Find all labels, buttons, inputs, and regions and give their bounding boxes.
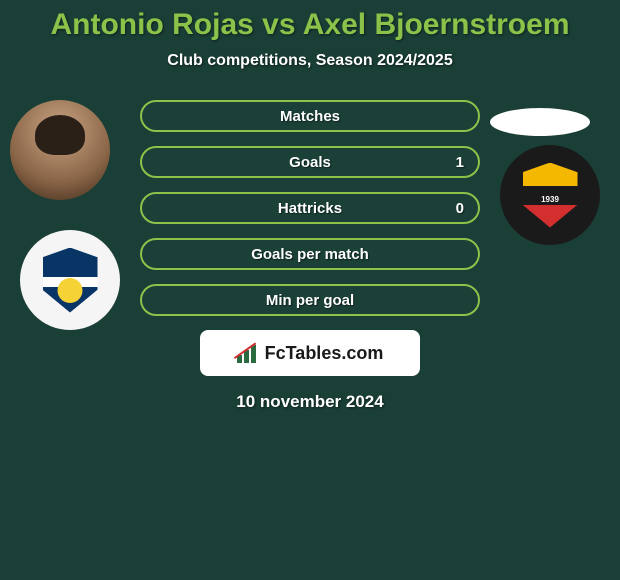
stat-label: Goals: [289, 154, 331, 171]
brand-watermark: FcTables.com: [200, 330, 420, 376]
club-badge-left: [20, 230, 120, 330]
stat-row-min-per-goal: Min per goal: [140, 284, 480, 316]
stat-row-matches: Matches: [140, 100, 480, 132]
stat-label: Hattricks: [278, 200, 342, 217]
page-subtitle: Club competitions, Season 2024/2025: [167, 52, 452, 70]
comparison-date: 10 november 2024: [236, 392, 383, 412]
badge-year: 1939: [541, 195, 559, 204]
shield-right-icon: 1939: [523, 163, 578, 228]
stat-value-right: 1: [456, 154, 464, 171]
player-right-placeholder: [490, 108, 590, 136]
stat-label: Matches: [280, 108, 340, 125]
stat-row-hattricks: Hattricks 0: [140, 192, 480, 224]
club-badge-right: 1939: [500, 145, 600, 245]
stat-row-goals: Goals 1: [140, 146, 480, 178]
brand-chart-icon: [237, 343, 259, 363]
brand-text: FcTables.com: [265, 343, 384, 364]
page-title: Antonio Rojas vs Axel Bjoernstroem: [51, 8, 570, 42]
stat-label: Goals per match: [251, 246, 369, 263]
stat-row-goals-per-match: Goals per match: [140, 238, 480, 270]
player-left-photo: [10, 100, 110, 200]
stat-label: Min per goal: [266, 292, 354, 309]
shield-left-icon: [43, 248, 98, 313]
comparison-card: Antonio Rojas vs Axel Bjoernstroem Club …: [0, 0, 620, 580]
content-area: 1939 Matches Goals 1 Hattricks 0 Goals p…: [0, 100, 620, 580]
stat-value-right: 0: [456, 200, 464, 217]
stats-column: Matches Goals 1 Hattricks 0 Goals per ma…: [140, 100, 480, 316]
